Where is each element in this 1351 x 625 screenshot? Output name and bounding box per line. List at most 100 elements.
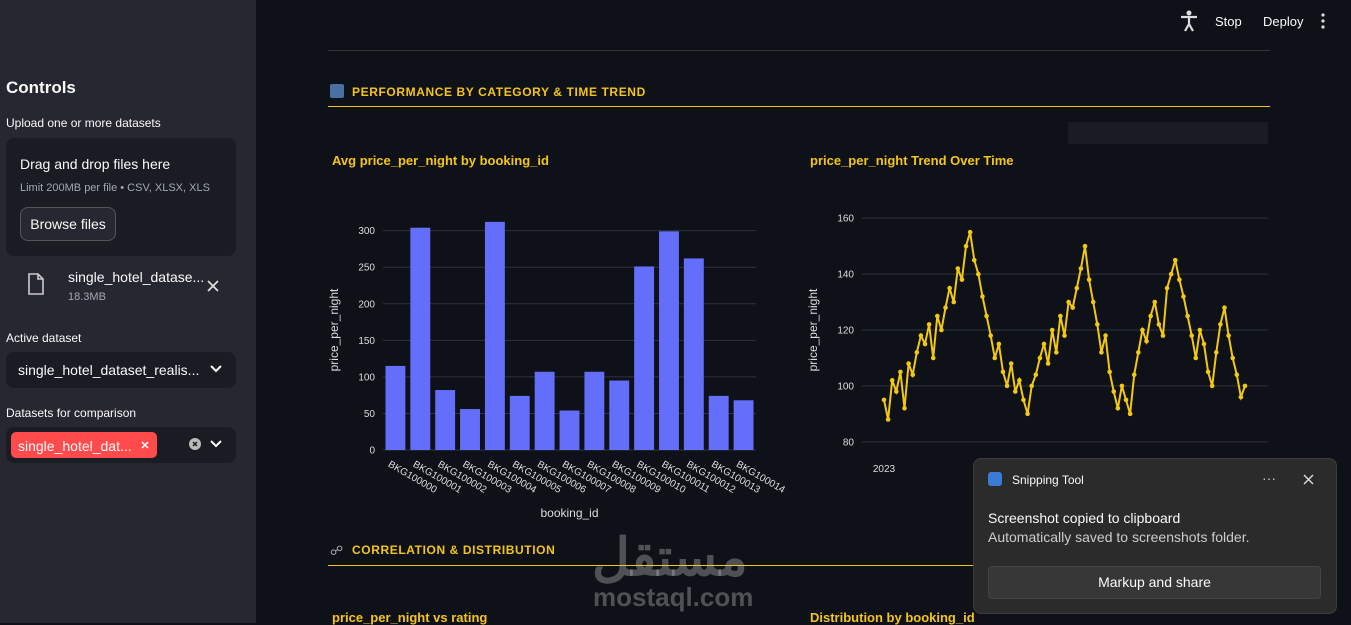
remove-file[interactable] [206, 279, 220, 293]
point [1238, 394, 1244, 400]
y-tick-label: 80 [843, 437, 855, 448]
point [996, 341, 1002, 347]
bar [733, 400, 754, 450]
watermark: mostaql.com [593, 582, 754, 612]
point [1012, 389, 1018, 394]
bar [609, 380, 630, 450]
clear-icon[interactable] [189, 438, 201, 450]
bar [435, 390, 456, 450]
tag-text: single_hotel_dat... [18, 438, 132, 454]
point [1119, 383, 1125, 389]
point [1021, 397, 1026, 403]
dropzone-limit: Limit 200MB per file • CSV, XLSX, XLS [20, 182, 210, 194]
point [980, 294, 985, 299]
point [1008, 361, 1014, 366]
point [1078, 266, 1084, 271]
point [1037, 355, 1043, 361]
toast-app: Snipping Tool [1012, 473, 1084, 487]
point [1074, 285, 1080, 291]
point [1131, 372, 1137, 378]
bar [410, 227, 431, 450]
label: Active dataset [6, 331, 82, 345]
point [1189, 333, 1194, 338]
tag-remove[interactable] [140, 440, 150, 450]
point [918, 333, 924, 338]
point [947, 285, 952, 291]
point [926, 322, 932, 327]
point [1029, 383, 1034, 389]
y-tick-label: 120 [837, 326, 854, 337]
point [902, 405, 907, 411]
section-title: CORRELATION & DISTRIBUTION [352, 543, 556, 557]
section-icon: ☍ [330, 543, 344, 558]
point [1070, 305, 1076, 310]
toast-more[interactable]: ··· [1262, 470, 1276, 486]
toast-close[interactable] [1303, 474, 1314, 485]
chevron [210, 365, 222, 373]
point [1049, 327, 1055, 333]
chart-title: price_per_night vs rating [332, 610, 488, 625]
bar [385, 365, 406, 450]
point [1164, 285, 1170, 291]
point [1140, 327, 1145, 333]
toast-button[interactable]: Markup and share [988, 566, 1321, 599]
point [894, 389, 899, 394]
dropzone-title: Drag and drop files here [20, 156, 171, 172]
point [1111, 389, 1117, 394]
tag [11, 432, 157, 458]
select[interactable] [6, 352, 236, 388]
point [984, 313, 989, 319]
point [1193, 355, 1199, 361]
point [922, 341, 928, 347]
section-rule [328, 106, 1270, 107]
point [1033, 372, 1039, 378]
browse-button[interactable]: Browse files [20, 207, 116, 241]
point [1230, 355, 1235, 361]
point [1222, 305, 1227, 310]
y-tick-label: 0 [369, 446, 375, 457]
point [898, 369, 903, 375]
bar [683, 258, 704, 450]
point [988, 333, 993, 338]
point [1234, 372, 1240, 378]
point [1045, 361, 1051, 366]
sidebar: Controls Upload one or more datasets Dra… [0, 0, 256, 623]
y-tick-label: 300 [358, 226, 375, 237]
point [1152, 299, 1158, 305]
point [992, 355, 998, 361]
y-axis-title: price_per_night [806, 288, 820, 371]
point [1136, 350, 1141, 355]
point [1242, 383, 1248, 389]
point [976, 271, 981, 277]
point [1168, 271, 1174, 277]
point [1082, 243, 1088, 249]
chart-title: Avg price_per_night by booking_id [332, 153, 549, 168]
point [1213, 350, 1219, 355]
y-tick-label: 160 [837, 214, 854, 225]
point [1185, 313, 1190, 319]
y-tick-label: 100 [358, 372, 375, 383]
x-axis-title: booking_id [540, 506, 598, 520]
bar [659, 231, 679, 450]
point [1017, 378, 1022, 383]
point [1041, 341, 1047, 347]
point [943, 305, 948, 310]
point [1218, 322, 1223, 327]
point [1058, 313, 1063, 319]
point [1066, 299, 1071, 305]
point [1086, 277, 1092, 282]
stop-button[interactable]: Stop [1215, 14, 1242, 29]
menu-icon[interactable] [1320, 12, 1326, 30]
point [885, 417, 891, 422]
point [1127, 411, 1133, 417]
divider [328, 50, 1270, 51]
deploy-button[interactable]: Deploy [1263, 14, 1304, 29]
point [889, 378, 895, 383]
point [939, 327, 944, 333]
toast-body: Automatically saved to screenshots folde… [988, 529, 1250, 545]
point [910, 372, 916, 378]
plot-toolbar[interactable] [1068, 122, 1268, 144]
label: Datasets for comparison [6, 406, 137, 420]
point [951, 299, 957, 305]
